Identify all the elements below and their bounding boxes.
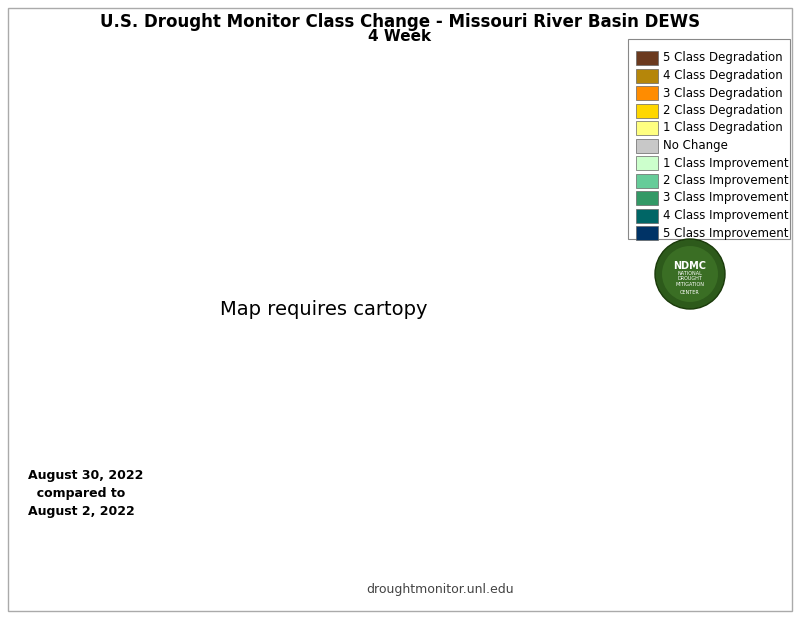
Text: 2 Class Degradation: 2 Class Degradation <box>663 104 782 117</box>
Bar <box>636 226 658 240</box>
Bar <box>636 209 658 222</box>
Text: 2 Class Improvement: 2 Class Improvement <box>663 174 789 187</box>
Bar <box>628 39 790 239</box>
Text: 3 Class Improvement: 3 Class Improvement <box>663 191 789 204</box>
Bar <box>636 191 658 205</box>
Text: NATIONAL
DROUGHT
MITIGATION: NATIONAL DROUGHT MITIGATION <box>675 271 705 287</box>
Circle shape <box>662 246 718 302</box>
Text: CENTER: CENTER <box>680 290 700 295</box>
Text: No Change: No Change <box>663 139 728 152</box>
Text: U.S. Drought Monitor Class Change - Missouri River Basin DEWS: U.S. Drought Monitor Class Change - Miss… <box>100 13 700 31</box>
Bar <box>636 51 658 65</box>
Text: 1 Class Improvement: 1 Class Improvement <box>663 157 789 170</box>
Text: 4 Week: 4 Week <box>369 29 431 44</box>
Bar <box>636 173 658 188</box>
Text: 4 Class Degradation: 4 Class Degradation <box>663 69 782 82</box>
Text: 3 Class Degradation: 3 Class Degradation <box>663 87 782 100</box>
Bar <box>636 103 658 118</box>
Text: Map requires cartopy: Map requires cartopy <box>220 300 428 319</box>
Text: 5 Class Improvement: 5 Class Improvement <box>663 227 789 240</box>
Bar <box>636 156 658 170</box>
Text: 1 Class Degradation: 1 Class Degradation <box>663 121 782 134</box>
Bar <box>636 69 658 82</box>
Text: droughtmonitor.unl.edu: droughtmonitor.unl.edu <box>366 582 514 595</box>
Circle shape <box>655 239 725 309</box>
Bar <box>636 86 658 100</box>
Bar <box>636 139 658 152</box>
Text: NDMC: NDMC <box>674 261 706 271</box>
Text: August 30, 2022
  compared to
August 2, 2022: August 30, 2022 compared to August 2, 20… <box>28 469 143 518</box>
Text: 4 Class Improvement: 4 Class Improvement <box>663 209 789 222</box>
Bar <box>636 121 658 135</box>
Text: 5 Class Degradation: 5 Class Degradation <box>663 51 782 64</box>
